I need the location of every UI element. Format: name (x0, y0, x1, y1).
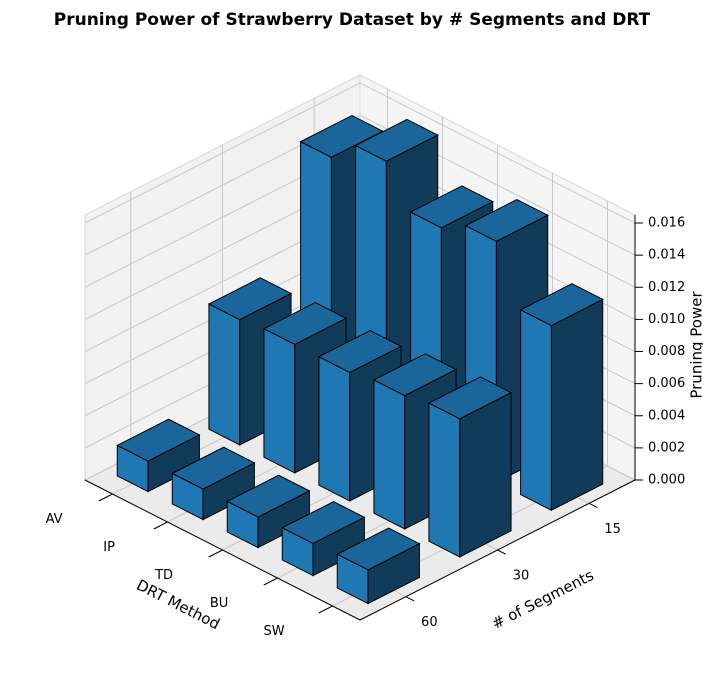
y-axis-label: # of Segments (489, 566, 597, 633)
x-tick-label: SW (264, 624, 285, 639)
bar-side (428, 402, 461, 558)
bar-top (317, 330, 403, 373)
x-tick-label: AV (46, 512, 63, 527)
z-tick-label: 0.002 (648, 440, 685, 455)
bar-top (427, 376, 513, 420)
z-tick-label: 0.008 (648, 344, 685, 359)
bar (226, 474, 311, 549)
y-tick-label: 60 (421, 615, 438, 630)
bar-side (208, 303, 241, 446)
y-tick (497, 549, 506, 555)
y-tick (405, 596, 415, 602)
bar (116, 418, 201, 493)
bar-top (171, 446, 256, 490)
bar-top (116, 418, 201, 462)
bar-top (226, 474, 311, 518)
bar-side (459, 391, 512, 558)
x-tick (263, 577, 278, 586)
x-tick-label: BU (210, 596, 228, 611)
bar-side (550, 298, 604, 512)
z-tick-label: 0.012 (648, 280, 685, 295)
z-tick-label: 0.014 (648, 248, 685, 263)
y-tick-label: 15 (604, 522, 621, 537)
bar-top (409, 185, 494, 229)
z-axis-label: Pruning Power (688, 291, 703, 399)
bar (427, 376, 513, 558)
z-tick-label: 0.004 (648, 408, 685, 423)
bar-top (464, 198, 549, 242)
bar-top (281, 501, 366, 545)
x-tick-label: TD (154, 568, 173, 583)
z-tick-label: 0.010 (648, 312, 685, 327)
bar (281, 501, 366, 577)
bar-top (519, 283, 604, 327)
x-tick (153, 521, 168, 530)
bar-top (262, 302, 348, 345)
x-tick (318, 605, 333, 614)
bar-top (336, 527, 421, 571)
bar-side (373, 379, 406, 530)
x-tick (208, 549, 223, 558)
y-tick-label: 30 (513, 569, 530, 584)
z-tick-label: 0.000 (648, 473, 685, 488)
bar-side (318, 355, 351, 502)
x-tick-label: IP (103, 540, 115, 555)
bar (171, 446, 256, 521)
grid-line (332, 201, 608, 607)
bar-top (207, 277, 293, 321)
bar (519, 283, 604, 512)
chart-title: Pruning Power of Strawberry Dataset by #… (54, 10, 651, 30)
z-tick-label: 0.006 (648, 376, 685, 391)
bar-side (520, 309, 552, 512)
grid-line (84, 114, 636, 256)
y-tick (588, 502, 598, 508)
bar-top (372, 353, 458, 397)
x-tick (98, 493, 113, 502)
z-tick-label: 0.016 (648, 216, 685, 231)
bar-side (263, 327, 296, 474)
bar-top (354, 118, 439, 162)
grid-line (84, 82, 636, 224)
bar (336, 527, 421, 605)
